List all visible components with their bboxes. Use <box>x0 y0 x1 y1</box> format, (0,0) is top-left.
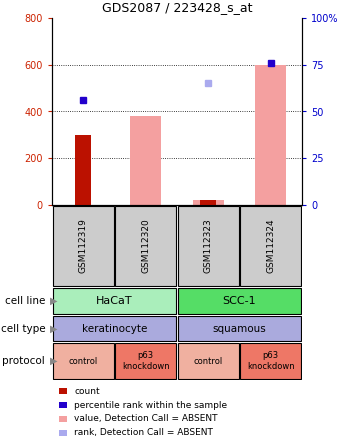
Text: ▶: ▶ <box>50 356 58 366</box>
Bar <box>177 206 239 286</box>
Text: percentile rank within the sample: percentile rank within the sample <box>74 400 227 409</box>
Text: control: control <box>69 357 98 365</box>
Text: cell line: cell line <box>5 296 45 306</box>
Text: GSM112324: GSM112324 <box>266 219 275 274</box>
Title: GDS2087 / 223428_s_at: GDS2087 / 223428_s_at <box>102 1 252 14</box>
Text: GSM112323: GSM112323 <box>204 218 213 274</box>
Bar <box>75 135 91 205</box>
Bar <box>201 200 216 205</box>
Text: p63
knockdown: p63 knockdown <box>247 351 294 371</box>
Bar <box>255 65 286 205</box>
Text: rank, Detection Call = ABSENT: rank, Detection Call = ABSENT <box>74 428 213 437</box>
Bar <box>53 206 114 286</box>
Bar <box>130 116 162 205</box>
Text: squamous: squamous <box>212 324 266 333</box>
Text: cell type: cell type <box>1 324 45 333</box>
Text: ▶: ▶ <box>50 324 58 333</box>
Bar <box>177 316 301 341</box>
Bar <box>53 316 176 341</box>
Bar <box>53 343 114 379</box>
Text: GSM112320: GSM112320 <box>141 218 150 274</box>
Text: ▶: ▶ <box>50 296 58 306</box>
Text: count: count <box>74 386 100 396</box>
Text: p63
knockdown: p63 knockdown <box>122 351 170 371</box>
Text: control: control <box>193 357 223 365</box>
Text: keratinocyte: keratinocyte <box>82 324 147 333</box>
Text: protocol: protocol <box>2 356 45 366</box>
Bar <box>240 343 301 379</box>
Bar <box>240 206 301 286</box>
Bar <box>177 289 301 313</box>
Bar <box>193 200 224 205</box>
Bar <box>177 343 239 379</box>
Text: value, Detection Call = ABSENT: value, Detection Call = ABSENT <box>74 415 218 424</box>
Bar <box>53 289 176 313</box>
Bar <box>115 206 176 286</box>
Text: SCC-1: SCC-1 <box>223 296 256 306</box>
Text: GSM112319: GSM112319 <box>79 218 88 274</box>
Bar <box>115 343 176 379</box>
Text: HaCaT: HaCaT <box>96 296 133 306</box>
